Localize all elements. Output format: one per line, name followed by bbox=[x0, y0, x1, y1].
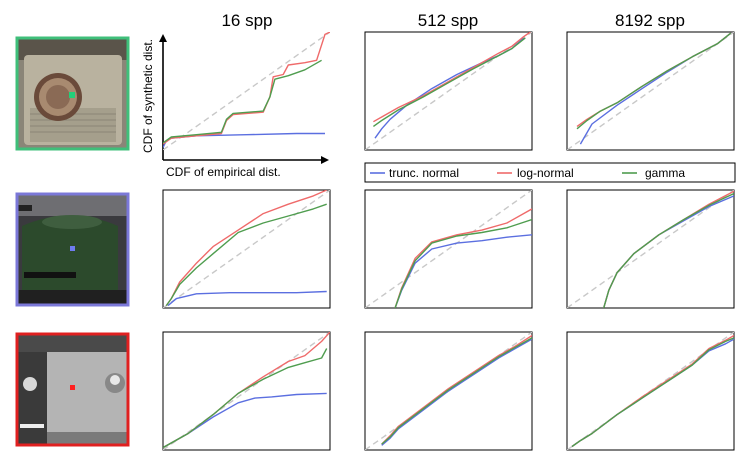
kettle-marker bbox=[70, 246, 75, 251]
column-title-8192spp: 8192 spp bbox=[615, 11, 685, 30]
appliance-marker bbox=[70, 385, 75, 390]
series-line-gamma bbox=[163, 348, 328, 449]
panel-r0-c0 bbox=[163, 32, 330, 150]
kettle-thumbnail bbox=[15, 192, 130, 307]
clock-radio-marker bbox=[69, 92, 75, 98]
series-line-trunc-normal bbox=[167, 290, 327, 307]
series-line-gamma bbox=[165, 203, 327, 307]
y-axis-label: CDF of synthetic dist. bbox=[141, 39, 155, 153]
series-line-gamma bbox=[603, 192, 734, 308]
column-title-16spp: 16 spp bbox=[221, 11, 272, 30]
identity-diagonal bbox=[163, 32, 330, 150]
panel-r0-c2 bbox=[566, 31, 735, 151]
column-title-512spp: 512 spp bbox=[418, 11, 479, 30]
series-line-log-normal bbox=[163, 32, 330, 145]
series-line-gamma bbox=[576, 32, 732, 130]
series-line-trunc-normal bbox=[381, 338, 532, 446]
series-line-gamma bbox=[163, 59, 322, 144]
panel-r1-c1 bbox=[364, 189, 533, 309]
legend-label-trunc-normal: trunc. normal bbox=[389, 166, 459, 180]
legend: trunc. normal log-normal gamma bbox=[364, 162, 736, 183]
panel-r2-c2 bbox=[566, 331, 735, 451]
series-line-gamma bbox=[381, 337, 532, 445]
series-line-gamma bbox=[372, 37, 526, 127]
panel-r1-c2 bbox=[566, 189, 735, 309]
x-axis-label: CDF of empirical dist. bbox=[166, 165, 281, 179]
legend-box bbox=[364, 162, 736, 183]
panel-r0-c1 bbox=[364, 31, 533, 151]
panel-r2-c1 bbox=[364, 331, 533, 451]
identity-diagonal bbox=[163, 190, 330, 308]
series-line-log-normal bbox=[373, 32, 531, 123]
series-line-gamma bbox=[394, 218, 532, 308]
clock-radio-thumbnail bbox=[15, 36, 130, 151]
panel-r1-c0 bbox=[162, 189, 331, 309]
legend-label-gamma: gamma bbox=[645, 166, 685, 180]
series-line-log-normal bbox=[381, 334, 532, 445]
legend-label-log-normal: log-normal bbox=[517, 166, 574, 180]
identity-diagonal bbox=[567, 32, 734, 150]
panel-r2-c0 bbox=[162, 331, 331, 451]
identity-diagonal bbox=[567, 190, 734, 308]
series-line-gamma bbox=[571, 337, 734, 448]
identity-diagonal bbox=[365, 32, 532, 150]
identity-diagonal bbox=[163, 332, 330, 450]
chart-panels bbox=[162, 31, 735, 451]
identity-diagonal bbox=[365, 190, 532, 308]
appliance-thumbnail bbox=[15, 332, 130, 447]
